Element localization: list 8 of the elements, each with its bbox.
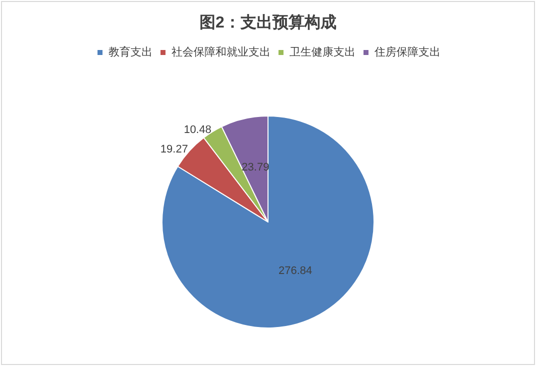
legend-label: 教育支出 [108,46,152,58]
legend-label: 卫生健康支出 [290,46,356,58]
data-label: 19.27 [160,144,188,156]
data-label: 276.84 [278,264,312,277]
data-label: 10.48 [184,124,212,136]
legend-label: 住房保障支出 [374,46,440,58]
chart-title: 图2：支出预算构成 [200,14,336,32]
legend-label: 社会保障和就业支出 [172,46,270,58]
